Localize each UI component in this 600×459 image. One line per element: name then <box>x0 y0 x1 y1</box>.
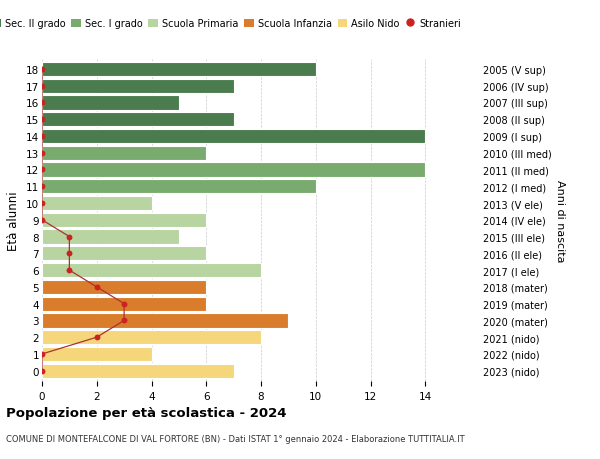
Point <box>37 100 47 107</box>
Point <box>37 83 47 90</box>
Bar <box>42 62 316 77</box>
Point <box>37 150 47 157</box>
Point <box>119 317 129 325</box>
Point <box>65 233 74 241</box>
Bar <box>42 163 425 177</box>
Bar <box>42 280 206 294</box>
Point <box>37 133 47 140</box>
Bar <box>42 263 261 278</box>
Bar <box>42 347 151 361</box>
Point <box>37 116 47 123</box>
Legend: Sec. II grado, Sec. I grado, Scuola Primaria, Scuola Infanzia, Asilo Nido, Stran: Sec. II grado, Sec. I grado, Scuola Prim… <box>0 17 464 32</box>
Bar <box>42 246 206 261</box>
Text: Popolazione per età scolastica - 2024: Popolazione per età scolastica - 2024 <box>6 406 287 419</box>
Bar <box>42 196 151 211</box>
Y-axis label: Anni di nascita: Anni di nascita <box>556 179 565 262</box>
Point <box>119 300 129 308</box>
Point <box>37 351 47 358</box>
Bar <box>42 180 316 194</box>
Bar <box>42 297 206 311</box>
Bar <box>42 129 425 144</box>
Bar <box>42 146 206 161</box>
Point <box>37 167 47 174</box>
Bar <box>42 213 206 227</box>
Y-axis label: Età alunni: Età alunni <box>7 190 20 250</box>
Bar <box>42 313 289 328</box>
Point <box>65 250 74 257</box>
Point <box>37 200 47 207</box>
Point <box>37 66 47 73</box>
Bar <box>42 113 233 127</box>
Point <box>37 217 47 224</box>
Point <box>65 267 74 274</box>
Point <box>37 367 47 375</box>
Bar <box>42 364 233 378</box>
Bar <box>42 96 179 110</box>
Bar <box>42 79 233 94</box>
Bar <box>42 230 179 244</box>
Bar <box>42 330 261 345</box>
Point <box>92 284 101 291</box>
Text: COMUNE DI MONTEFALCONE DI VAL FORTORE (BN) - Dati ISTAT 1° gennaio 2024 - Elabor: COMUNE DI MONTEFALCONE DI VAL FORTORE (B… <box>6 434 464 443</box>
Point <box>92 334 101 341</box>
Point <box>37 183 47 190</box>
